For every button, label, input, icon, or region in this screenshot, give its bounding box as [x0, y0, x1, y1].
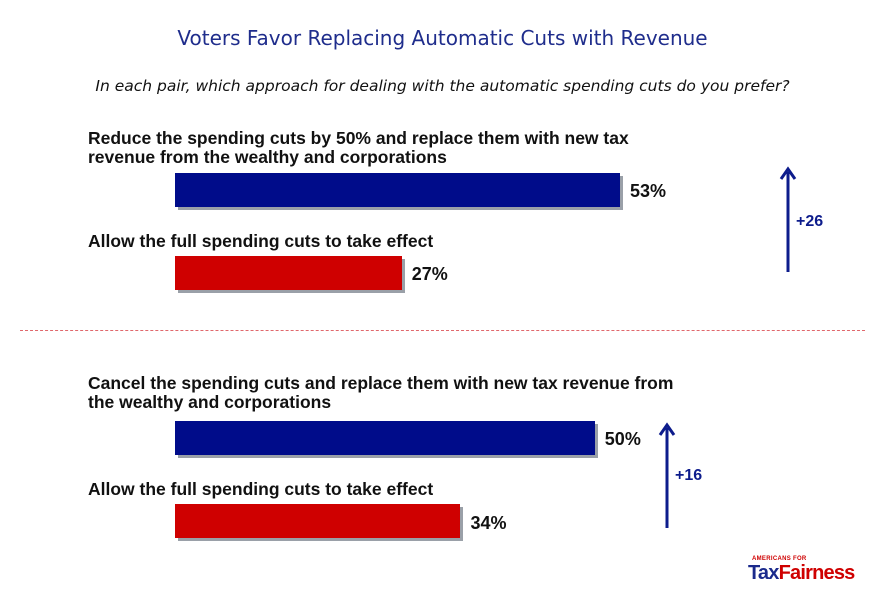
group1-label-favor: Reduce the spending cuts by 50% and repl… — [88, 128, 629, 167]
section-divider — [20, 330, 865, 331]
group1-difference-label: +26 — [796, 213, 824, 230]
group2-difference-arrow — [658, 422, 676, 528]
group1-bar-oppose — [175, 256, 402, 290]
chart-subtitle: In each pair, which approach for dealing… — [95, 77, 790, 95]
group2-bar-oppose — [175, 504, 461, 538]
chart-title: Voters Favor Replacing Automatic Cuts wi… — [177, 26, 708, 50]
group1-value-oppose: 27% — [411, 264, 448, 284]
group2-difference-label: +16 — [675, 467, 703, 484]
logo-wordmark: TaxFairness — [748, 562, 856, 584]
group2-label-favor: Cancel the spending cuts and replace the… — [88, 373, 674, 412]
logo-small-text: AMERICANS FOR — [752, 556, 807, 562]
group2-value-oppose: 34% — [470, 513, 507, 533]
americans-for-tax-fairness-logo: AMERICANS FOR TaxFairness — [748, 556, 870, 584]
group1-difference-arrow — [779, 166, 797, 272]
group1-bar-favor — [175, 173, 620, 207]
group2-value-favor: 50% — [604, 429, 641, 449]
logo-fairness: Fairness — [778, 562, 856, 584]
group2-label-oppose: Allow the full spending cuts to take eff… — [88, 479, 434, 499]
group1-value-favor: 53% — [630, 181, 667, 201]
group2-bar-favor — [175, 421, 595, 455]
group1-label-oppose: Allow the full spending cuts to take eff… — [88, 231, 434, 251]
logo-tax: Tax — [748, 562, 779, 584]
